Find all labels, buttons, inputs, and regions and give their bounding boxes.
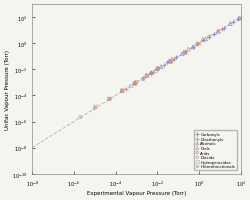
Acids xyxy=(206,36,210,39)
Diacids xyxy=(120,90,124,93)
Carbonyls xyxy=(165,62,169,65)
Dicarbonyls xyxy=(140,77,144,80)
Acids xyxy=(144,75,148,78)
Carbonyls xyxy=(174,56,178,59)
Carbonyls xyxy=(140,77,144,80)
Alcohols xyxy=(168,60,172,63)
Diols xyxy=(155,67,159,70)
Acids xyxy=(155,68,159,71)
Heterofunctionals xyxy=(92,105,96,108)
Acids xyxy=(107,98,111,101)
Heterofunctionals xyxy=(120,89,124,92)
Y-axis label: Unifac Vapour Pressure (Torr): Unifac Vapour Pressure (Torr) xyxy=(5,50,10,129)
Carbonyls xyxy=(200,40,204,43)
Heterofunctionals xyxy=(144,74,148,77)
X-axis label: Experimental Vapour Pressure (Torr): Experimental Vapour Pressure (Torr) xyxy=(86,190,186,195)
Alcohols xyxy=(158,66,162,69)
Diacids xyxy=(134,81,138,84)
Hydroperoxides xyxy=(153,69,157,72)
Diols xyxy=(200,38,204,42)
Dicarbonyls xyxy=(219,28,223,31)
Acids xyxy=(120,90,124,93)
Dicarbonyls xyxy=(171,58,175,61)
Dicarbonyls xyxy=(206,36,210,39)
Carbonyls xyxy=(148,72,152,75)
Heterofunctionals xyxy=(107,97,111,100)
Dicarbonyls xyxy=(132,82,136,85)
Alcohols xyxy=(190,46,194,49)
Carbonyls xyxy=(182,51,186,54)
Acids xyxy=(168,60,172,63)
Hydroperoxides xyxy=(182,51,186,54)
Alcohols xyxy=(215,30,219,34)
Dicarbonyls xyxy=(182,51,186,54)
Heterofunctionals xyxy=(182,51,186,54)
Diols xyxy=(186,48,190,51)
Diols xyxy=(132,82,136,85)
Acids xyxy=(194,43,198,46)
Dicarbonyls xyxy=(150,71,154,74)
Hydroperoxides xyxy=(168,60,172,63)
Carbonyls xyxy=(221,27,225,30)
Diols xyxy=(170,58,173,61)
Dicarbonyls xyxy=(194,43,198,47)
Acids xyxy=(132,82,136,85)
Diacids xyxy=(92,107,96,110)
Hydroperoxides xyxy=(128,85,132,88)
Diols xyxy=(120,89,124,92)
Alcohols xyxy=(236,17,240,21)
Diols xyxy=(144,74,148,77)
Legend: Carbonyls, Dicarbonyls, Alcohols, Diols, Acids, Diacids, Hydroperoxides, Heterof: Carbonyls, Dicarbonyls, Alcohols, Diols,… xyxy=(193,131,236,170)
Dicarbonyls xyxy=(161,64,165,67)
Dicarbonyls xyxy=(123,88,127,91)
Carbonyls xyxy=(235,18,239,21)
Heterofunctionals xyxy=(132,82,136,85)
Acids xyxy=(182,51,186,54)
Carbonyls xyxy=(211,33,215,36)
Carbonyls xyxy=(155,68,159,71)
Diacids xyxy=(148,72,152,75)
Alcohols xyxy=(203,38,207,41)
Alcohols xyxy=(148,72,152,75)
Carbonyls xyxy=(190,46,194,49)
Heterofunctionals xyxy=(168,60,172,63)
Heterofunctionals xyxy=(155,67,159,70)
Alcohols xyxy=(227,23,231,26)
Carbonyls xyxy=(238,16,242,19)
Alcohols xyxy=(179,53,183,56)
Heterofunctionals xyxy=(215,30,219,33)
Hydroperoxides xyxy=(140,77,144,80)
Diacids xyxy=(107,98,111,101)
Heterofunctionals xyxy=(196,42,200,45)
Carbonyls xyxy=(230,21,234,24)
Diacids xyxy=(78,116,82,119)
